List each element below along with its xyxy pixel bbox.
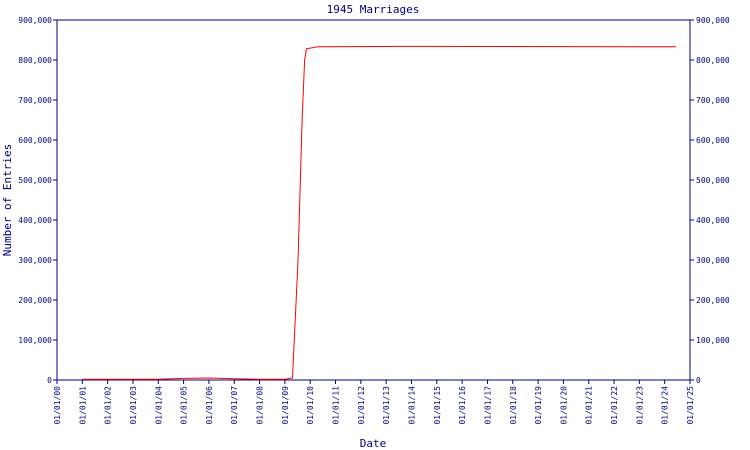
y2-tick-label: 0	[696, 376, 701, 385]
x-tick-label: 01/01/22	[610, 386, 619, 425]
y2-tick-label: 600,000	[696, 136, 730, 145]
y2-tick-label: 500,000	[696, 176, 730, 185]
x-tick-label: 01/01/06	[205, 386, 214, 425]
x-tick-label: 01/01/09	[281, 386, 290, 425]
plot-frame	[56, 19, 691, 381]
y-tick-label: 600,000	[18, 136, 52, 145]
y-tick-label: 200,000	[18, 296, 52, 305]
y2-tick-label: 800,000	[696, 56, 730, 65]
x-tick-label: 01/01/21	[585, 386, 594, 425]
y-tick-label: 700,000	[18, 96, 52, 105]
x-tick-label: 01/01/11	[332, 386, 341, 425]
x-tick-label: 01/01/24	[661, 386, 670, 425]
x-tick-label: 01/01/07	[230, 386, 239, 425]
x-tick-label: 01/01/20	[559, 386, 568, 425]
y-tick-label: 800,000	[18, 56, 52, 65]
y-tick-label: 0	[47, 376, 52, 385]
x-tick-label: 01/01/25	[686, 386, 695, 425]
x-tick-label: 01/01/19	[534, 386, 543, 425]
x-tick-label: 01/01/05	[180, 386, 189, 425]
x-tick-label: 01/01/15	[433, 386, 442, 425]
x-tick-label: 01/01/17	[483, 386, 492, 425]
line-series	[82, 45, 677, 380]
x-tick-label: 01/01/10	[306, 386, 315, 425]
x-tick-label: 01/01/14	[407, 386, 416, 425]
x-tick-label: 01/01/16	[458, 386, 467, 425]
y2-tick-label: 900,000	[696, 16, 730, 25]
y-axis-label: Number of Entries	[1, 144, 14, 257]
y-tick-label: 300,000	[18, 256, 52, 265]
y2-tick-label: 700,000	[696, 96, 730, 105]
y-tick-label: 500,000	[18, 176, 52, 185]
x-axis-label: Date	[360, 437, 387, 450]
x-tick-label: 01/01/04	[154, 386, 163, 425]
y2-tick-label: 100,000	[696, 336, 730, 345]
y-tick-label: 900,000	[18, 16, 52, 25]
x-tick-label: 01/01/12	[357, 386, 366, 425]
chart-title: 1945 Marriages	[327, 3, 420, 16]
y-tick-label: 100,000	[18, 336, 52, 345]
x-tick-label: 01/01/01	[78, 386, 87, 425]
x-tick-label: 01/01/00	[53, 386, 62, 425]
y2-tick-label: 200,000	[696, 296, 730, 305]
x-tick-label: 01/01/18	[509, 386, 518, 425]
y2-tick-label: 400,000	[696, 216, 730, 225]
y-tick-label: 400,000	[18, 216, 52, 225]
y2-tick-label: 300,000	[696, 256, 730, 265]
x-tick-label: 01/01/23	[635, 386, 644, 425]
x-tick-label: 01/01/02	[104, 386, 113, 425]
x-tick-label: 01/01/03	[129, 386, 138, 425]
x-tick-label: 01/01/08	[256, 386, 265, 425]
x-tick-label: 01/01/13	[382, 386, 391, 425]
